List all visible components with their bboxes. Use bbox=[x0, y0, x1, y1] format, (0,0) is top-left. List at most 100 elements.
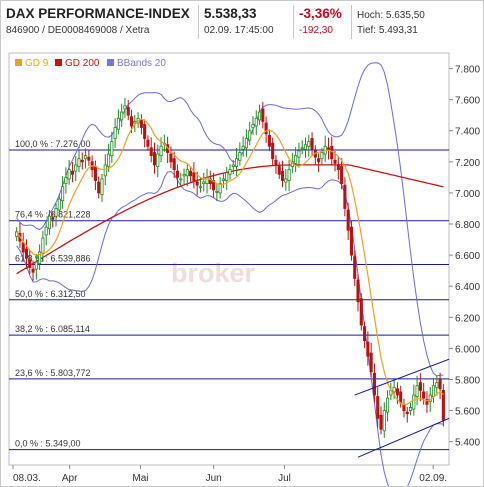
x-tick-label: Apr bbox=[62, 473, 78, 484]
candle-down bbox=[169, 153, 173, 163]
candle-up bbox=[284, 178, 288, 183]
candle-up bbox=[116, 117, 120, 130]
header-divider bbox=[198, 5, 199, 39]
candle-up bbox=[84, 155, 88, 160]
candle-up bbox=[107, 153, 111, 167]
plot-area bbox=[8, 52, 450, 466]
candle-up bbox=[198, 186, 203, 189]
candle-down bbox=[353, 256, 357, 279]
legend-label: GD 200 bbox=[65, 58, 100, 69]
y-tick-label: 6.800 bbox=[455, 220, 480, 231]
candle-down bbox=[152, 152, 157, 166]
candle-down bbox=[264, 122, 268, 135]
y-tick-label: 6.000 bbox=[455, 344, 480, 355]
candle-down bbox=[363, 326, 367, 342]
candle-up bbox=[185, 169, 189, 177]
candle-down bbox=[146, 139, 150, 147]
last-price: 5.538,33 bbox=[204, 6, 257, 21]
fibonacci-label: 100,0 % : 7.276,00 bbox=[15, 139, 91, 149]
candle-down bbox=[189, 170, 193, 177]
candle-up bbox=[320, 152, 324, 160]
y-tick-label: 7.000 bbox=[455, 189, 480, 200]
candle-up bbox=[123, 105, 127, 110]
candle-up bbox=[415, 385, 419, 397]
candle-up bbox=[202, 181, 206, 184]
trend-channel-lower bbox=[357, 417, 450, 458]
candle-up bbox=[435, 382, 439, 388]
candle-up bbox=[156, 153, 160, 167]
x-tick-label: 02.09. bbox=[419, 473, 447, 484]
candle-down bbox=[149, 147, 153, 157]
candle-up bbox=[300, 147, 304, 150]
candle-down bbox=[80, 159, 84, 163]
header-divider bbox=[293, 5, 294, 39]
candle-up bbox=[218, 183, 222, 194]
fibonacci-label: 61,8 % : 6.539,886 bbox=[15, 253, 91, 263]
candle-up bbox=[113, 127, 117, 139]
candle-down bbox=[366, 341, 370, 357]
y-tick-label: 6.200 bbox=[455, 313, 480, 324]
candle-up bbox=[386, 397, 390, 413]
candle-down bbox=[369, 352, 373, 373]
gd9-line bbox=[16, 118, 444, 406]
index-title: DAX PERFORMANCE-INDEX bbox=[6, 6, 190, 21]
candle-up bbox=[228, 169, 232, 175]
candle-up bbox=[77, 158, 81, 167]
candle-up bbox=[38, 251, 42, 265]
candle-up bbox=[103, 164, 107, 177]
candle-down bbox=[139, 119, 143, 129]
candle-down bbox=[422, 391, 426, 399]
candle-up bbox=[303, 144, 308, 150]
trend-channel-upper bbox=[354, 358, 450, 396]
candle-up bbox=[294, 155, 298, 164]
candle-down bbox=[333, 159, 337, 164]
bollinger-lower-line bbox=[16, 170, 444, 486]
candle-up bbox=[235, 158, 239, 167]
y-tick-label: 7.600 bbox=[455, 96, 480, 107]
candle-up bbox=[251, 124, 255, 129]
y-tick-label: 5.800 bbox=[455, 375, 480, 386]
candle-up bbox=[392, 386, 396, 393]
candle-down bbox=[372, 372, 376, 396]
candle-down bbox=[359, 298, 363, 326]
candle-down bbox=[195, 181, 199, 186]
legend-swatch bbox=[15, 59, 22, 66]
candle-down bbox=[93, 166, 97, 181]
candle-down bbox=[70, 170, 74, 175]
candle-down bbox=[438, 379, 442, 390]
y-tick-label: 6.600 bbox=[455, 251, 480, 262]
candle-down bbox=[143, 124, 147, 139]
change-absolute: -192,30 bbox=[299, 25, 333, 36]
candle-down bbox=[24, 248, 29, 259]
candle-up bbox=[307, 141, 311, 147]
candle-down bbox=[441, 389, 445, 421]
candle-up bbox=[47, 215, 52, 230]
index-identifier: 846900 / DE0008469008 / Xetra bbox=[6, 25, 150, 36]
x-tick-label: Jul bbox=[278, 473, 291, 484]
candle-up bbox=[408, 407, 413, 411]
candle-down bbox=[129, 116, 134, 127]
candle-up bbox=[287, 169, 291, 181]
y-tick-label: 7.400 bbox=[455, 127, 480, 138]
candle-up bbox=[221, 178, 225, 181]
candle-up bbox=[179, 178, 183, 181]
candle-down bbox=[28, 259, 32, 268]
candle-up bbox=[67, 169, 71, 180]
candle-up bbox=[159, 145, 163, 157]
candle-up bbox=[241, 145, 245, 150]
candle-down bbox=[356, 279, 360, 303]
candle-up bbox=[231, 164, 235, 167]
day-low: Tief: 5.493,31 bbox=[357, 25, 418, 36]
candle-down bbox=[277, 166, 281, 175]
candle-up bbox=[100, 178, 104, 195]
candle-down bbox=[317, 158, 321, 163]
candle-down bbox=[21, 242, 25, 253]
legend-swatch bbox=[55, 59, 62, 66]
candle-down bbox=[126, 107, 130, 116]
change-percent: -3,36% bbox=[299, 6, 342, 21]
candle-down bbox=[395, 388, 399, 396]
candle-up bbox=[215, 190, 219, 193]
candle-down bbox=[310, 138, 314, 150]
